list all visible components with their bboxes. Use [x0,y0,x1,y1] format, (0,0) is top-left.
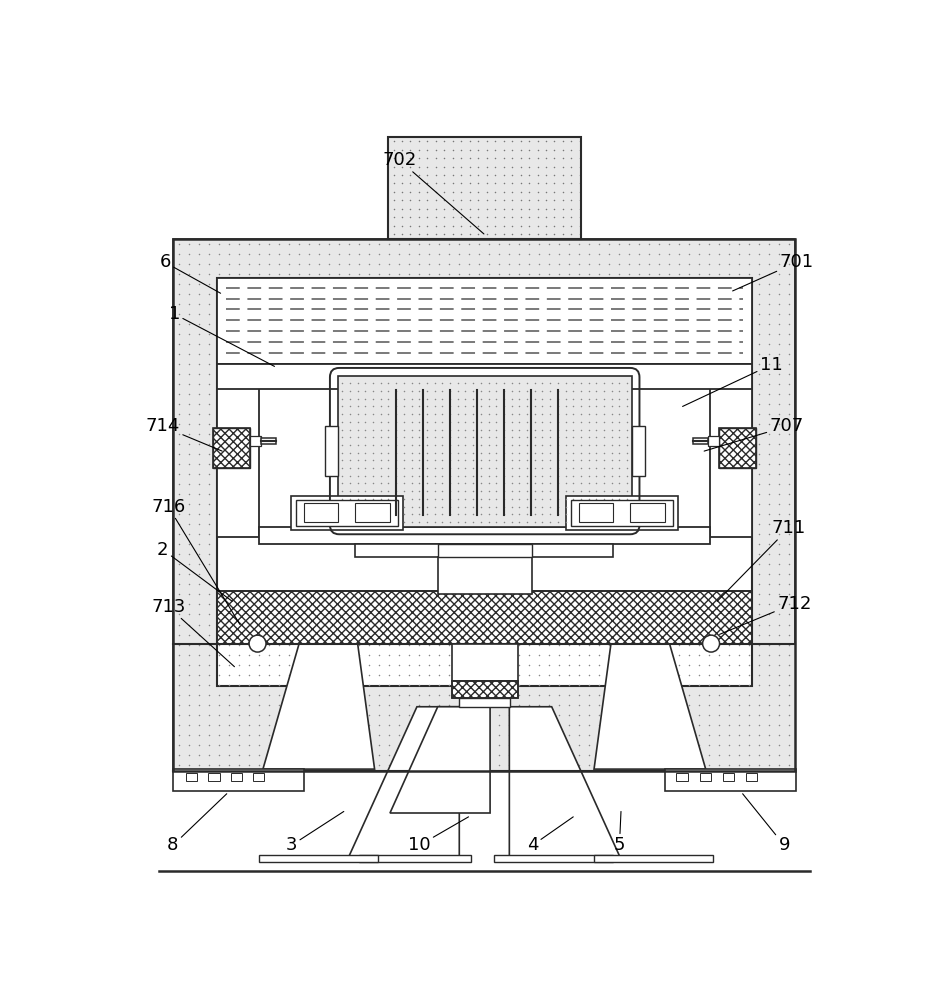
Bar [709,364,751,537]
Bar [173,239,794,771]
Bar [707,436,718,446]
Bar [578,503,613,522]
Text: 713: 713 [151,598,234,667]
Bar [451,681,517,698]
Bar [692,438,707,444]
Bar [722,773,733,781]
Bar [303,503,338,522]
Bar [249,436,261,446]
Bar [261,438,276,444]
Text: 10: 10 [408,817,468,854]
Bar [565,496,677,530]
Bar [230,773,242,781]
Bar [388,137,581,239]
Bar [253,773,264,781]
Bar [451,681,517,698]
Bar [437,557,531,594]
Text: 11: 11 [682,356,782,406]
Bar [173,769,303,791]
Bar [173,644,794,771]
Text: 712: 712 [718,595,811,634]
Text: 9: 9 [742,794,789,854]
Text: 4: 4 [526,817,573,854]
Bar [745,773,756,781]
Bar [718,428,755,468]
Polygon shape [594,644,705,769]
Circle shape [702,635,718,652]
Bar [337,376,632,527]
Text: 707: 707 [703,417,802,451]
Bar [216,364,751,389]
Bar [632,426,644,476]
Bar [355,503,390,522]
Bar [212,428,249,468]
Bar [630,503,665,522]
Bar [459,698,510,707]
Text: 711: 711 [716,519,805,601]
Bar [295,500,398,526]
Bar [173,239,794,771]
Text: 714: 714 [145,417,222,451]
Bar [259,855,378,862]
Bar [594,855,713,862]
Bar [212,428,249,468]
Bar [216,591,751,644]
Text: 3: 3 [285,811,344,854]
Bar [186,773,197,781]
Bar [291,496,403,530]
Text: 6: 6 [160,253,220,293]
Polygon shape [347,707,459,859]
Text: 716: 716 [151,498,240,624]
Bar [451,644,517,681]
Bar [359,855,470,862]
Bar [665,769,795,791]
Bar [699,773,710,781]
Bar [437,544,531,557]
Bar [676,773,687,781]
Bar [216,278,751,686]
Polygon shape [509,707,620,859]
Bar [216,364,259,537]
Text: 701: 701 [732,253,813,291]
Polygon shape [390,707,490,813]
Text: 8: 8 [167,794,227,854]
Bar [570,500,673,526]
Bar [216,278,751,364]
Polygon shape [262,644,374,769]
Bar [259,527,710,544]
Bar [216,591,751,644]
Text: 5: 5 [613,811,625,854]
Text: 702: 702 [381,151,483,234]
Bar [355,544,613,557]
Text: 1: 1 [169,305,274,366]
Bar [324,426,337,476]
Bar [718,428,755,468]
Text: 2: 2 [157,541,232,601]
Circle shape [249,635,265,652]
Bar [494,855,613,862]
Bar [388,137,581,239]
Bar [208,773,220,781]
